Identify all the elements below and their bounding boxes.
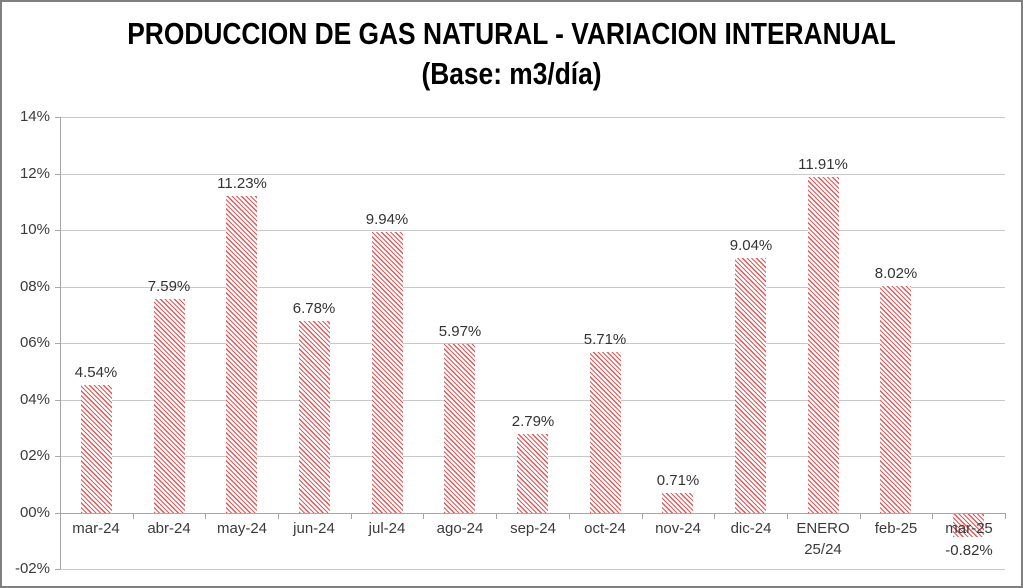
y-axis-tick [55,456,60,457]
x-axis-tick [860,513,861,519]
y-axis-tick [55,343,60,344]
bar-data-label: 2.79% [511,413,555,430]
y-axis-tick [55,569,60,570]
x-axis-tick [60,513,61,519]
gridline [60,400,1005,401]
bar-data-label: 5.97% [438,323,482,340]
bar-data-label: 8.02% [874,265,918,282]
bar-data-label: 9.04% [729,237,773,254]
bar-data-label: -0.82% [945,542,993,559]
gridline [60,230,1005,231]
y-axis-tick-label: 14% [19,108,50,125]
gridline [60,287,1005,288]
x-axis-category-label: may-24 [216,520,268,537]
bar [808,177,839,513]
x-axis-category-label: mar-24 [72,520,120,537]
bar-data-label: 0.71% [656,472,700,489]
y-axis-tick [55,513,60,514]
x-axis-category-label: ago-24 [436,520,484,537]
gridline [60,117,1005,118]
bar-data-label: 5.71% [583,331,627,348]
x-axis-category-label: mar-25 [945,520,993,537]
x-axis-category-label: feb-25 [874,520,918,537]
x-axis-tick [423,513,424,519]
y-axis-tick-label: 10% [19,221,50,238]
y-axis-line [60,117,61,569]
bar-data-label: 6.78% [292,300,336,317]
bar [953,514,984,537]
y-axis-tick-label: 04% [19,391,50,408]
chart-subtitle: (Base: m3/día) [421,56,602,91]
x-axis-category-label: abr-24 [147,520,191,537]
x-axis-tick [496,513,497,519]
bar-data-label: 7.59% [147,278,191,295]
bar-data-label: 9.94% [365,211,409,228]
bar [372,232,403,513]
y-axis-tick [55,287,60,288]
bar [444,344,475,513]
bar [299,321,330,513]
bar [226,196,257,513]
y-axis-tick-label: 06% [19,334,50,351]
x-axis-tick [278,513,279,519]
y-axis-tick-label: 00% [19,504,50,521]
bar [81,385,112,513]
y-axis-tick-label: 08% [19,278,50,295]
x-axis-tick [205,513,206,519]
bar-data-label: 4.54% [74,364,118,381]
y-axis-tick-label: 02% [19,447,50,464]
x-axis-tick [569,513,570,519]
bar [517,434,548,513]
x-axis-tick [1005,513,1006,519]
bar [590,352,621,513]
bar [662,493,693,513]
bar [154,299,185,513]
x-axis-category-label: oct-24 [584,520,626,537]
gridline [60,569,1005,570]
y-axis-tick [55,400,60,401]
y-axis-tick-label: -02% [14,560,50,577]
bar [880,286,911,513]
x-axis-tick [133,513,134,519]
y-axis-tick [55,174,60,175]
y-axis-tick [55,230,60,231]
x-axis-line [60,513,1005,514]
x-axis-tick [642,513,643,519]
chart-title-block: PRODUCCION DE GAS NATURAL - VARIACION IN… [2,14,1021,94]
x-axis-category-label: sep-24 [510,520,556,537]
x-axis-category-label: jul-24 [368,520,406,537]
x-axis-category-label: ENERO 25/24 [796,520,850,558]
y-axis-tick [55,117,60,118]
x-axis-tick [787,513,788,519]
x-axis-tick [714,513,715,519]
gridline [60,174,1005,175]
x-axis-tick [351,513,352,519]
x-axis-tick [932,513,933,519]
gridline [60,343,1005,344]
x-axis-category-label: nov-24 [655,520,701,537]
bar [735,258,766,513]
chart-title: PRODUCCION DE GAS NATURAL - VARIACION IN… [127,16,896,51]
x-axis-category-label: jun-24 [293,520,335,537]
bar-data-label: 11.23% [217,175,267,192]
y-axis-tick-label: 12% [19,165,50,182]
x-axis-category-label: dic-24 [730,520,772,537]
bar-data-label: 11.91% [798,156,848,173]
